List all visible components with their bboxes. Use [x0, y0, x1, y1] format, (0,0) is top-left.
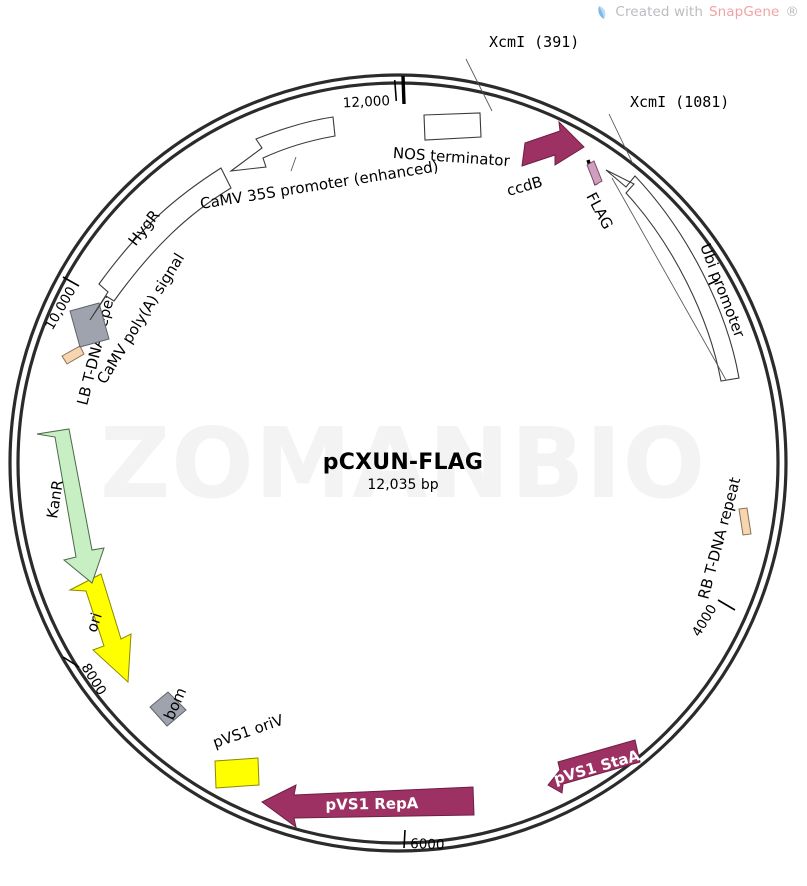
tick-label-6000: 6000	[410, 836, 445, 853]
watermark-text: ZOMANBIO	[100, 407, 706, 520]
feature-bom[interactable]: bom	[149, 685, 190, 727]
plasmid-name: pCXUN-FLAG	[323, 450, 483, 475]
tick-12000: 12,000	[342, 79, 398, 111]
feature-ccdb[interactable]: ccdB	[505, 120, 585, 200]
feature-label-pvs1-repa: pVS1 RepA	[325, 794, 419, 814]
tick-label-8000: 8000	[78, 661, 110, 699]
tick-label-12000: 12,000	[342, 93, 390, 111]
enzyme-label-xcmi-1081: XcmI (1081)	[630, 93, 729, 111]
feature-label-bom: bom	[160, 685, 190, 723]
feature-nos-terminator[interactable]: NOS terminator	[392, 112, 511, 170]
snapgene-attribution: Created with SnapGene ®	[595, 4, 799, 20]
brand-suffix: ®	[785, 4, 799, 20]
tick-4000: 4000	[689, 599, 736, 640]
brand-prefix: Created with	[615, 4, 703, 20]
feature-label-camv-35s-promoter: CaMV 35S promoter (enhanced)	[199, 157, 440, 212]
feature-ori[interactable]: ori	[68, 573, 132, 684]
enzyme-label-xcmi-391: XcmI (391)	[489, 33, 579, 51]
feature-flag[interactable]: FLAG	[582, 160, 617, 232]
feature-pvs1-oriv[interactable]: pVS1 oriV	[210, 711, 286, 789]
feature-camv-35s-promoter[interactable]: CaMV 35S promoter (enhanced)	[199, 116, 440, 213]
enzyme-site-xcmi-391[interactable]: XcmI (391)	[401, 33, 579, 112]
feature-label-pvs1-oriv: pVS1 oriV	[210, 711, 286, 752]
tick-label-4000: 4000	[689, 602, 720, 640]
plasmid-backbone	[8, 73, 788, 853]
feature-pvs1-staa[interactable]: pVS1 StaA	[547, 739, 642, 794]
feature-kanr[interactable]: KanR	[36, 428, 105, 584]
feature-label-ori: ori	[83, 610, 106, 634]
feature-pvs1-repa[interactable]: pVS1 RepA	[261, 784, 475, 829]
snapgene-logo-icon	[598, 5, 606, 19]
feature-label-flag: FLAG	[582, 189, 616, 232]
brand-name: SnapGene	[708, 4, 780, 20]
tick-6000: 6000	[403, 829, 445, 853]
feature-label-ccdb: ccdB	[505, 173, 545, 200]
plasmid-size: 12,035 bp	[367, 477, 438, 493]
feature-label-kanr: KanR	[43, 479, 67, 520]
